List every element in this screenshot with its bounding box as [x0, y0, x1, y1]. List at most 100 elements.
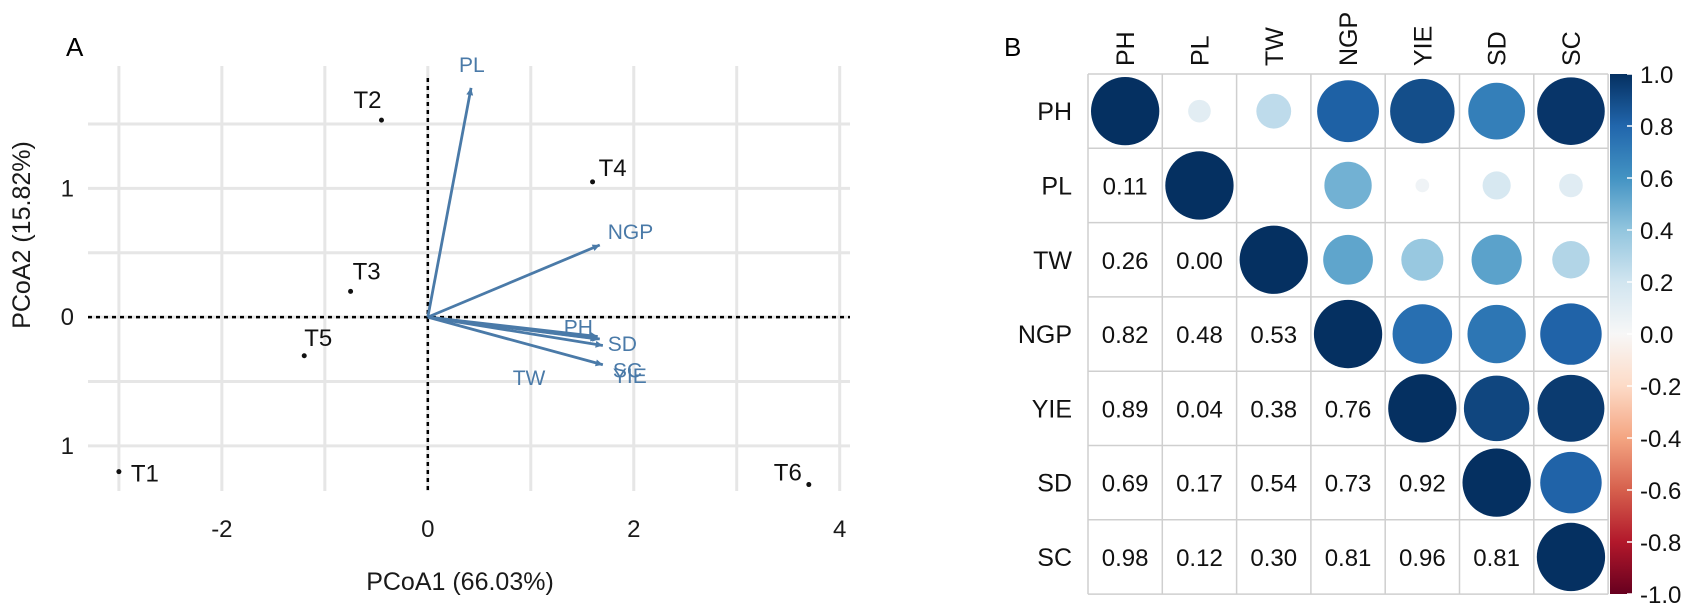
- colorbar-tick-label: -0.8: [1640, 530, 1681, 557]
- corr-circle-tw-ngp: [1323, 234, 1373, 285]
- sample-points: T1 T2 T3 T4 T5 T6: [116, 87, 812, 488]
- vector-arrowhead: [591, 244, 600, 252]
- colorbar-tick-label: 1.0: [1640, 62, 1673, 89]
- point-t2: T2: [353, 87, 384, 123]
- col-label-ph: PH: [1112, 31, 1140, 66]
- corr-circle-sd-sc: [1540, 451, 1602, 514]
- corr-circle-ph-pl: [1188, 99, 1211, 123]
- corr-value-sc-tw: 0.30: [1250, 545, 1297, 572]
- y-tick-label: 1: [61, 433, 74, 460]
- vector-pl: PL: [426, 54, 485, 318]
- reference-lines: [88, 78, 850, 491]
- col-label-tw: TW: [1261, 27, 1289, 66]
- matrix-labels: PH PH PL PL TW TW NGP NGP YIE YIE SD SD SC SC: [1018, 12, 1586, 572]
- point-label: T2: [353, 87, 381, 114]
- corr-circle-yie-yie: [1388, 374, 1457, 443]
- point-label: T1: [131, 461, 159, 488]
- corr-value-sd-ngp: 0.73: [1325, 471, 1372, 498]
- corr-circle-pl-sc: [1559, 173, 1583, 198]
- corr-circle-sd-sd: [1462, 448, 1531, 517]
- corr-value-tw-ph: 0.26: [1102, 248, 1149, 275]
- corr-value-sc-pl: 0.12: [1176, 545, 1223, 572]
- pcoa-biplot: A PL NGP PH SD SC TW YIE T1 T2 T3 T4 T5 T6 -2 0 2 4 1 0 1…: [8, 32, 850, 596]
- corr-circle-pl-pl: [1165, 151, 1234, 220]
- vector-tw: TW: [427, 315, 598, 390]
- corr-circle-pl-ngp: [1324, 161, 1372, 210]
- colorbar-tick-label: -0.2: [1640, 374, 1681, 401]
- point-t6: T6: [774, 460, 812, 488]
- point-marker: [590, 179, 596, 185]
- vector-label: SC: [613, 359, 642, 382]
- corr-value-sd-yie: 0.92: [1399, 471, 1446, 498]
- correlation-matrix: B 0.110.26 0.000.82 0.48 0.530.89 0.04 0.38 0.…: [1004, 12, 1681, 609]
- col-label-sc: SC: [1558, 31, 1586, 66]
- colorbar-tick-label: 0.8: [1640, 114, 1673, 141]
- col-label-sd: SD: [1484, 31, 1512, 66]
- point-label: T5: [304, 325, 332, 352]
- corr-value-ngp-ph: 0.82: [1102, 322, 1149, 349]
- vector-ngp: NGP: [427, 221, 654, 319]
- corr-value-yie-tw: 0.38: [1250, 396, 1297, 423]
- matrix-grid: [1087, 73, 1609, 595]
- corr-circle-ph-ph: [1091, 77, 1160, 146]
- point-marker: [348, 288, 354, 294]
- corr-circle-tw-sc: [1552, 241, 1590, 279]
- corr-circle-pl-sd: [1482, 171, 1511, 200]
- vector-label: PL: [459, 54, 485, 77]
- vector-line: [427, 315, 604, 367]
- corr-circle-ph-yie: [1390, 78, 1455, 144]
- corr-circle-ngp-ngp: [1313, 299, 1383, 369]
- point-marker: [116, 469, 122, 475]
- colorbar-tick-label: 0.4: [1640, 218, 1673, 245]
- vector-yie: YIE: [427, 315, 647, 388]
- point-t3: T3: [348, 258, 381, 294]
- corr-circle-sc-sc: [1536, 522, 1606, 592]
- colorbar-ticks: 1.0 0.8 0.6 0.4 0.2 0.0 -0.2 -0.4 -0.6 -0.8 -1.0: [1627, 62, 1681, 609]
- vector-arrowhead: [595, 359, 603, 367]
- panel-a-letter: A: [66, 32, 84, 62]
- vector-line: [427, 315, 598, 341]
- vector-arrowhead: [595, 340, 603, 348]
- corr-value-sc-ph: 0.98: [1102, 545, 1149, 572]
- colorbar-tick-label: -0.4: [1640, 426, 1681, 453]
- x-tick-label: 0: [421, 516, 434, 543]
- row-label-ngp: NGP: [1018, 321, 1072, 349]
- corr-circle-ph-tw: [1256, 93, 1292, 129]
- corr-circle-tw-tw: [1239, 225, 1308, 294]
- vector-label: YIE: [613, 365, 647, 388]
- point-t4: T4: [590, 155, 627, 185]
- corr-value-yie-ngp: 0.76: [1325, 396, 1372, 423]
- colorbar: [1610, 74, 1632, 594]
- corr-value-sc-sd: 0.81: [1473, 545, 1520, 572]
- vector-label: NGP: [608, 221, 654, 244]
- x-tick-label: 4: [833, 516, 846, 543]
- x-axis-title: PCoA1 (66.03%): [366, 568, 554, 596]
- y-tick-label: 0: [61, 304, 74, 331]
- corr-circle-ngp-sc: [1540, 303, 1602, 365]
- col-label-pl: PL: [1186, 35, 1214, 66]
- row-label-yie: YIE: [1032, 395, 1072, 423]
- point-label: T6: [774, 460, 802, 487]
- corr-circle-yie-sd: [1463, 375, 1530, 442]
- corr-circle-ph-sd: [1468, 82, 1526, 140]
- x-tick-label: 2: [627, 516, 640, 543]
- corr-circle-pl-yie: [1415, 178, 1430, 193]
- corr-value-yie-ph: 0.89: [1102, 396, 1149, 423]
- panel-b-letter: B: [1004, 32, 1021, 62]
- row-label-sc: SC: [1037, 544, 1072, 572]
- y-tick-label: 1: [61, 175, 74, 202]
- col-label-yie: YIE: [1409, 26, 1437, 66]
- corr-circle-yie-sc: [1537, 374, 1605, 442]
- colorbar-tick-label: 0.0: [1640, 322, 1673, 349]
- row-label-ph: PH: [1037, 98, 1072, 126]
- vector-line: [427, 243, 601, 319]
- vector-arrowhead: [590, 334, 598, 342]
- colorbar-tick-label: -1.0: [1640, 582, 1681, 609]
- colorbar-tick-label: -0.6: [1640, 478, 1681, 505]
- x-tick-label: -2: [211, 516, 232, 543]
- vector-label: PH: [564, 316, 593, 339]
- col-label-ngp: NGP: [1335, 12, 1363, 66]
- corr-circle-ph-ngp: [1317, 80, 1379, 143]
- corr-circle-ngp-sd: [1467, 304, 1526, 364]
